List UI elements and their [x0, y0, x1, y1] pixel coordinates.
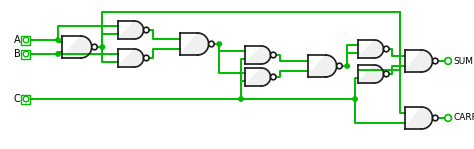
Circle shape	[23, 96, 29, 102]
Circle shape	[56, 38, 60, 42]
Circle shape	[209, 41, 214, 47]
Circle shape	[447, 59, 450, 63]
Circle shape	[239, 97, 243, 101]
Circle shape	[25, 98, 27, 100]
Circle shape	[100, 45, 104, 49]
Circle shape	[217, 42, 221, 46]
Polygon shape	[405, 50, 432, 72]
Circle shape	[144, 55, 149, 61]
Circle shape	[271, 74, 276, 80]
Text: A: A	[14, 35, 21, 45]
Circle shape	[91, 44, 97, 50]
Polygon shape	[180, 33, 209, 55]
Bar	[21, 35, 30, 45]
Circle shape	[337, 63, 342, 69]
Polygon shape	[358, 65, 383, 83]
Bar	[21, 94, 30, 104]
Circle shape	[353, 97, 357, 101]
Circle shape	[25, 53, 27, 55]
Polygon shape	[245, 46, 271, 64]
Polygon shape	[308, 55, 337, 77]
Circle shape	[383, 46, 389, 52]
Circle shape	[56, 52, 60, 56]
Circle shape	[447, 116, 450, 120]
Circle shape	[432, 58, 438, 64]
Polygon shape	[62, 36, 91, 58]
Circle shape	[432, 115, 438, 121]
Text: CARRY: CARRY	[453, 114, 474, 122]
Circle shape	[445, 114, 452, 121]
Text: C: C	[14, 94, 21, 104]
Circle shape	[445, 58, 452, 65]
Circle shape	[25, 39, 27, 41]
Circle shape	[271, 52, 276, 58]
Circle shape	[23, 51, 29, 57]
Circle shape	[345, 64, 349, 68]
Text: B: B	[14, 49, 21, 59]
Polygon shape	[118, 21, 144, 39]
Circle shape	[23, 37, 29, 43]
Polygon shape	[245, 68, 271, 86]
Circle shape	[383, 71, 389, 77]
Polygon shape	[405, 107, 432, 129]
Polygon shape	[358, 40, 383, 58]
Circle shape	[144, 27, 149, 33]
Polygon shape	[118, 49, 144, 67]
Bar	[21, 49, 30, 59]
Text: SUM: SUM	[453, 56, 473, 66]
